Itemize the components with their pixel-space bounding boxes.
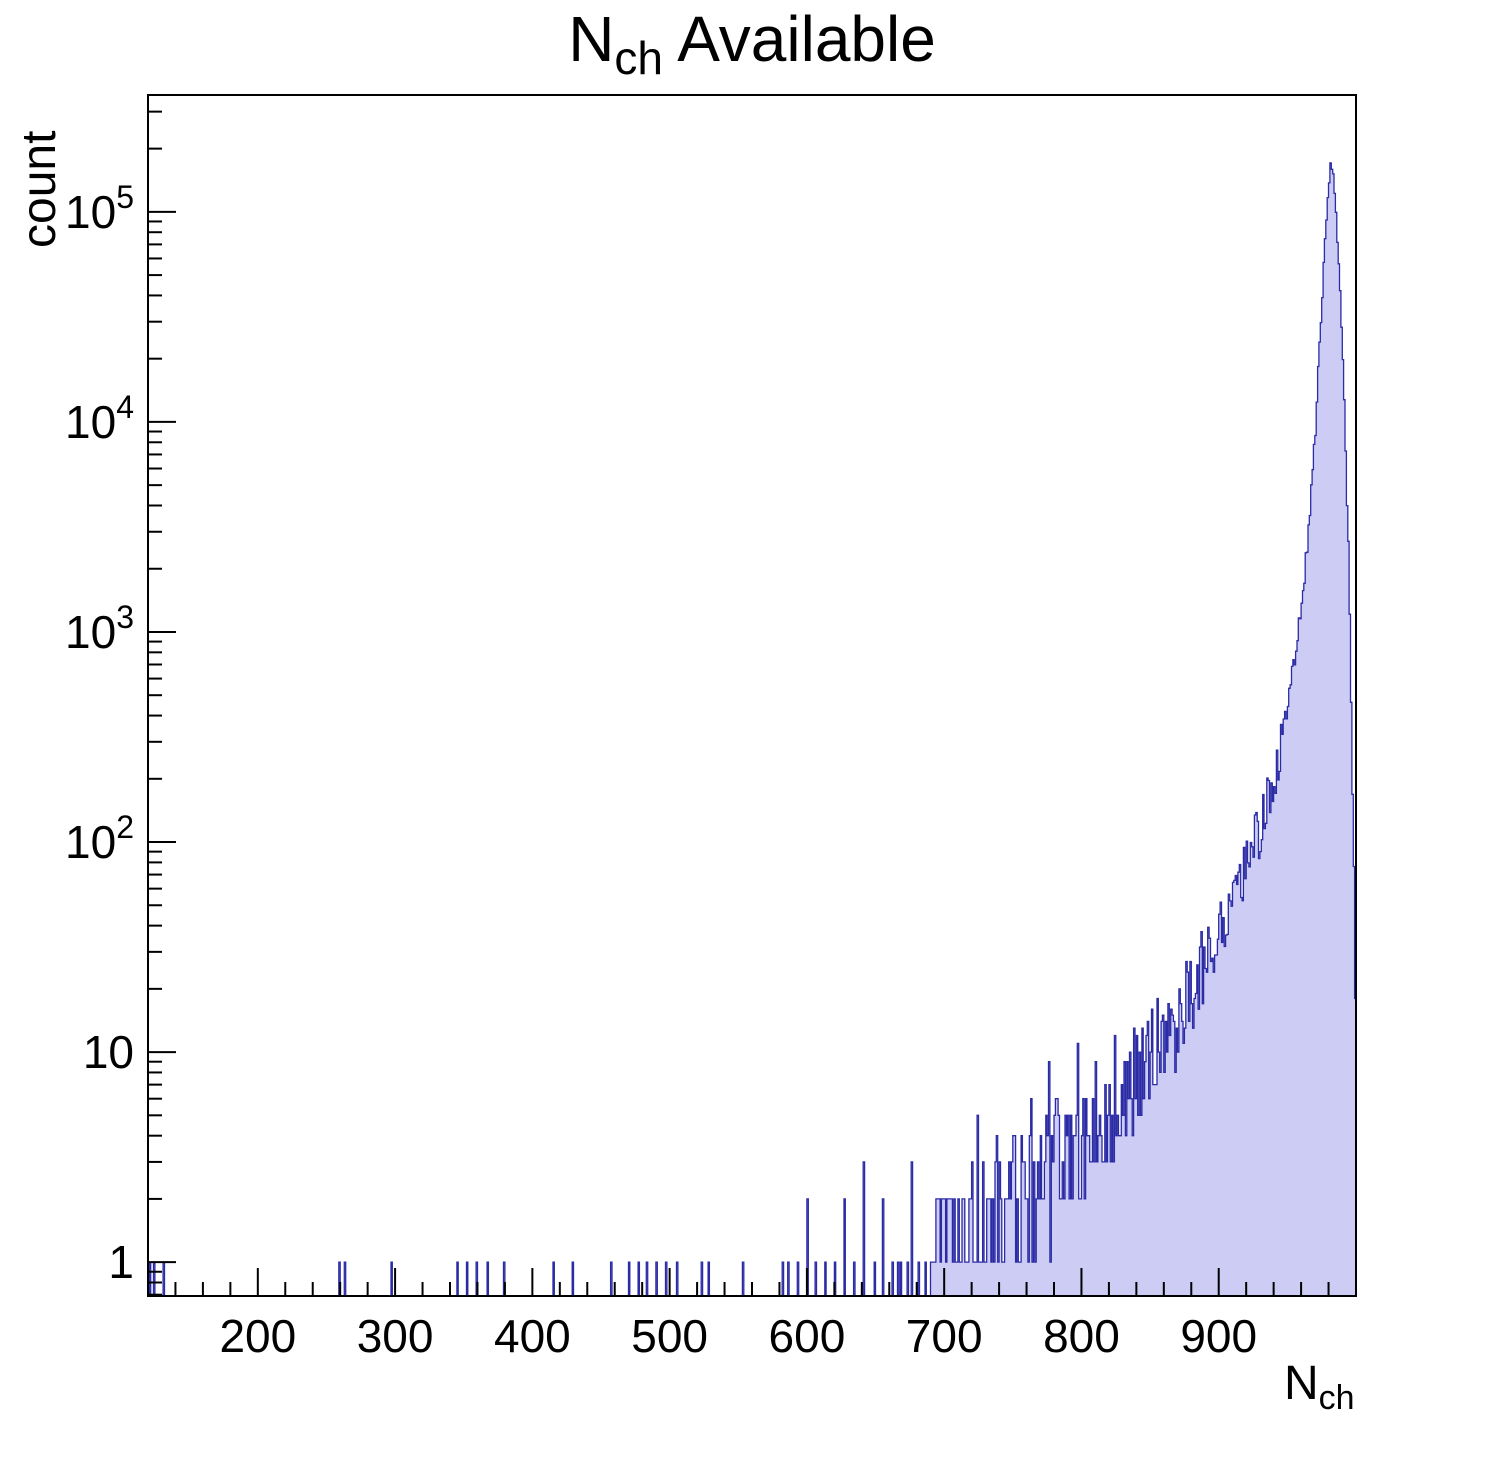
histogram-area — [148, 162, 1357, 1297]
y-tick-label: 10 — [83, 1026, 134, 1078]
x-tick-label: 900 — [1180, 1310, 1257, 1362]
x-tick-label: 700 — [906, 1310, 983, 1362]
y-tick-label: 103 — [65, 599, 134, 658]
x-tick-label: 400 — [494, 1310, 571, 1362]
chart-title-prefix: N — [568, 3, 615, 75]
y-tick-label: 105 — [65, 179, 134, 238]
y-tick-label: 1 — [108, 1236, 134, 1288]
x-axis-title: Nch — [1284, 1356, 1355, 1417]
x-tick-label: 600 — [769, 1310, 846, 1362]
chart-title-subscript: ch — [614, 31, 663, 84]
chart-title: Nch Available — [148, 2, 1356, 84]
x-tick-label: 500 — [631, 1310, 708, 1362]
x-tick-label: 300 — [357, 1310, 434, 1362]
y-axis-title: count — [13, 130, 66, 248]
x-axis-title-prefix: N — [1284, 1357, 1319, 1410]
y-tick-label: 102 — [65, 809, 134, 868]
chart-title-suffix: Available — [663, 3, 936, 75]
x-tick-label: 800 — [1043, 1310, 1120, 1362]
x-axis: 200 300 400 500 600 700 800 900 — [147, 1268, 1357, 1362]
y-axis: 1 10 102 103 104 105 — [65, 110, 176, 1296]
x-tick-label: 200 — [219, 1310, 296, 1362]
y-tick-label: 104 — [65, 389, 134, 448]
x-axis-title-subscript: ch — [1318, 1378, 1355, 1417]
